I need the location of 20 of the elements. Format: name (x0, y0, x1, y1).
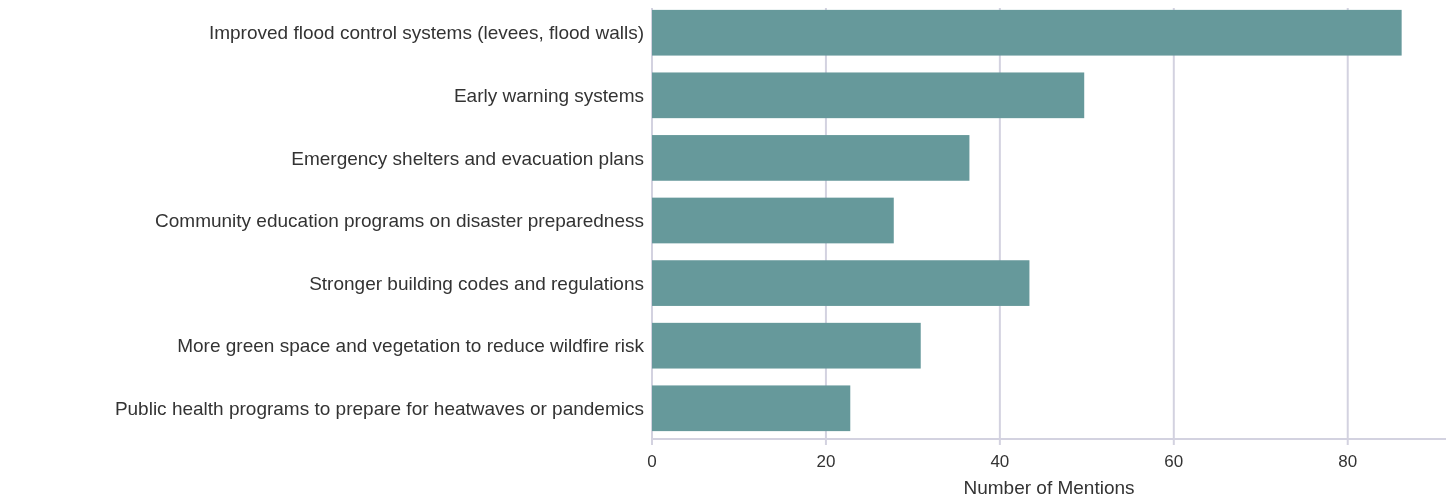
bar (652, 322, 921, 369)
x-tick-label: 40 (990, 452, 1010, 471)
y-tick-label: Early warning systems (453, 84, 644, 106)
x-tick-label: 20 (816, 452, 836, 471)
x-tick-label: 0 (647, 452, 657, 471)
bar (652, 135, 970, 181)
bar (652, 385, 851, 432)
y-tick-label: Stronger building codes and regulations (309, 272, 644, 294)
x-tick-label: 60 (1164, 452, 1184, 471)
x-axis-title: Number of Mentions (963, 477, 1135, 498)
bar (652, 72, 1085, 119)
y-tick-label: Improved flood control systems (levees, flood walls) (208, 22, 644, 44)
bar (652, 197, 894, 244)
y-tick-label: Community education programs on disaster preparedness (155, 210, 644, 232)
bar (652, 9, 1402, 56)
y-tick-label: Emergency shelters and evacuation plans (291, 147, 644, 169)
y-tick-label: More green space and vegetation to reduce wildfire risk (177, 335, 645, 357)
bar (652, 260, 1030, 306)
y-tick-label: Public health programs to prepare for heatwaves or pandemics (114, 397, 644, 419)
x-tick-label: 80 (1338, 452, 1358, 471)
